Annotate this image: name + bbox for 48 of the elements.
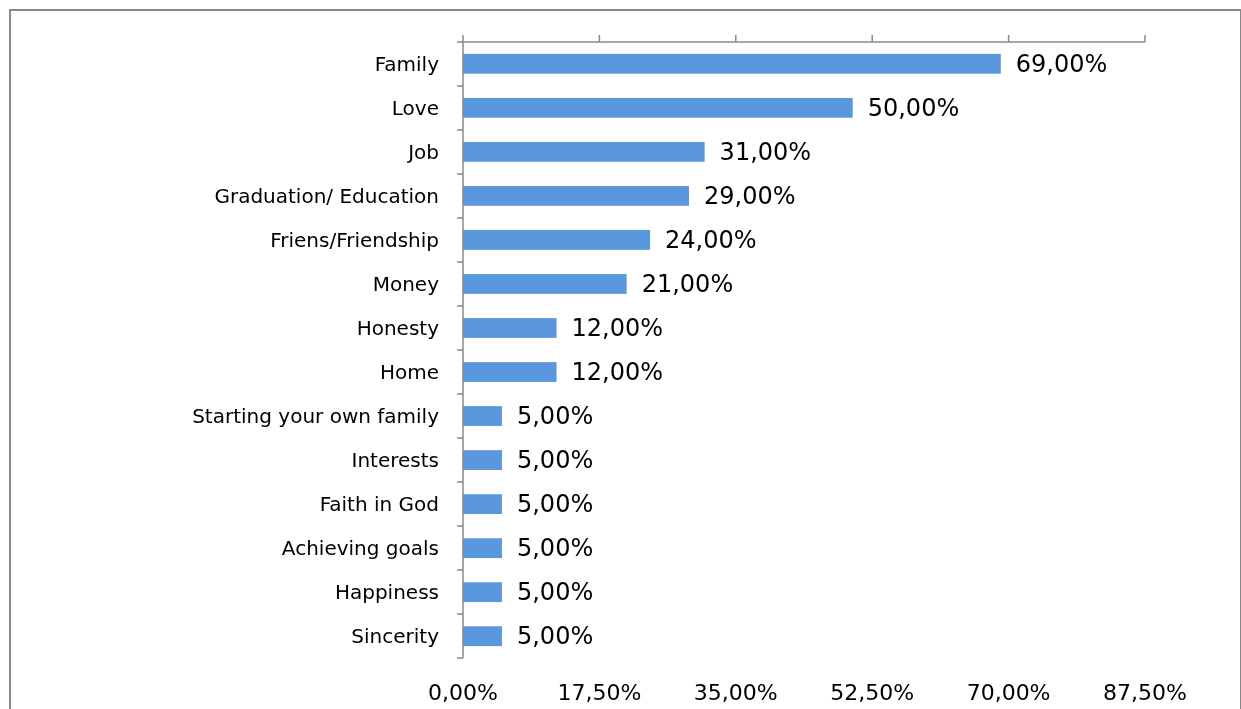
bar (463, 185, 690, 206)
y-tick-label: Home (379, 360, 439, 385)
data-label: 21,00% (641, 269, 734, 298)
data-label: 5,00% (516, 446, 594, 475)
data-label: 12,00% (571, 358, 664, 387)
data-label: 31,00% (719, 137, 812, 166)
x-tick-label: 35,00% (693, 679, 778, 705)
y-tick-label: Faith in God (319, 492, 439, 517)
x-tick-label: 52,50% (830, 679, 915, 705)
bar (463, 274, 627, 294)
x-tick-label: 0,00% (428, 679, 498, 705)
y-tick-label: Interests (351, 448, 439, 473)
bar (463, 494, 502, 515)
y-tick-label: Happiness (334, 580, 439, 605)
y-tick-label: Job (406, 139, 439, 164)
x-tick-label: 87,50% (1103, 679, 1187, 705)
bar (463, 97, 853, 118)
x-tick-label: 17,50% (557, 679, 642, 705)
bar (463, 450, 502, 470)
data-label: 69,00% (1015, 49, 1108, 78)
y-tick-label: Love (391, 95, 439, 120)
bar (463, 362, 557, 382)
data-label: 5,00% (516, 622, 594, 651)
y-tick-label: Family (374, 51, 440, 76)
data-label: 12,00% (571, 313, 664, 342)
bar (463, 141, 705, 162)
bar (463, 626, 502, 647)
bar (463, 230, 651, 250)
y-tick-label: Money (372, 271, 440, 296)
y-tick-label: Sincerity (351, 624, 440, 649)
bar (463, 538, 502, 559)
data-label: 50,00% (867, 93, 960, 122)
x-tick-label: 70,00% (966, 679, 1051, 705)
y-tick-label: Honesty (356, 315, 440, 340)
data-label: 5,00% (516, 534, 594, 563)
bar (463, 406, 502, 426)
bar (463, 582, 502, 603)
bar (463, 318, 557, 338)
y-tick-label: Starting your own family (192, 404, 440, 429)
bar (463, 53, 1001, 74)
data-label: 5,00% (516, 402, 594, 431)
data-label: 5,00% (516, 490, 594, 519)
y-tick-label: Friens/Friendship (270, 227, 439, 252)
y-tick-label: Graduation/ Education (214, 183, 439, 208)
data-label: 24,00% (665, 225, 757, 254)
y-tick-label: Achieving goals (281, 536, 439, 561)
data-label: 5,00% (516, 578, 594, 607)
data-label: 29,00% (704, 181, 796, 210)
